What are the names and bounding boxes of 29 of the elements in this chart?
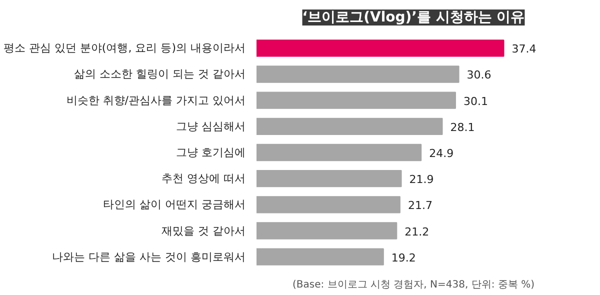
text: (Base: 브이로그 시청 경험자, N=438, 단위: 중복 %) xyxy=(292,280,535,290)
data-label: 19.2 xyxy=(391,251,416,264)
bar xyxy=(256,170,402,188)
y-tick-label: 그냥 호기심에 xyxy=(176,146,246,159)
y-tick-label: 평소 관심 있던 분야(여행, 요리 등)의 내용이라서 xyxy=(3,42,246,55)
bar xyxy=(256,40,504,57)
data-label: 21.9 xyxy=(409,173,434,186)
chart-title: ‘브이로그(Vlog)’를 시청하는 이유 xyxy=(302,10,525,26)
bar xyxy=(256,144,422,162)
bar xyxy=(256,248,384,266)
bar xyxy=(256,66,460,83)
y-tick-label: 타인의 삶이 어떤지 궁금해서 xyxy=(103,198,246,212)
data-label: 30.6 xyxy=(466,68,492,82)
bar xyxy=(256,118,443,135)
data-label: 24.9 xyxy=(429,147,454,160)
data-label: 28.1 xyxy=(450,120,475,134)
y-tick-label: 나와는 다른 삶을 사는 것이 흥미로워서 xyxy=(52,250,246,264)
bar xyxy=(256,92,456,109)
y-tick-label: 비슷한 취향/관심사를 가지고 있어서 xyxy=(66,94,246,107)
y-tick-label: 추천 영상에 떠서 xyxy=(162,172,246,186)
y-tick-label: 삶의 소소한 힐링이 되는 것 같아서 xyxy=(74,68,246,81)
bar xyxy=(256,196,400,214)
data-label: 21.7 xyxy=(408,199,432,212)
y-tick-label: 재밌을 것 같아서 xyxy=(162,224,246,238)
y-tick-label: 그냥 심심해서 xyxy=(176,120,246,133)
data-label: 37.4 xyxy=(512,42,536,56)
bar xyxy=(256,222,398,240)
data-label: 21.2 xyxy=(404,225,430,238)
data-label: 30.1 xyxy=(463,94,488,108)
